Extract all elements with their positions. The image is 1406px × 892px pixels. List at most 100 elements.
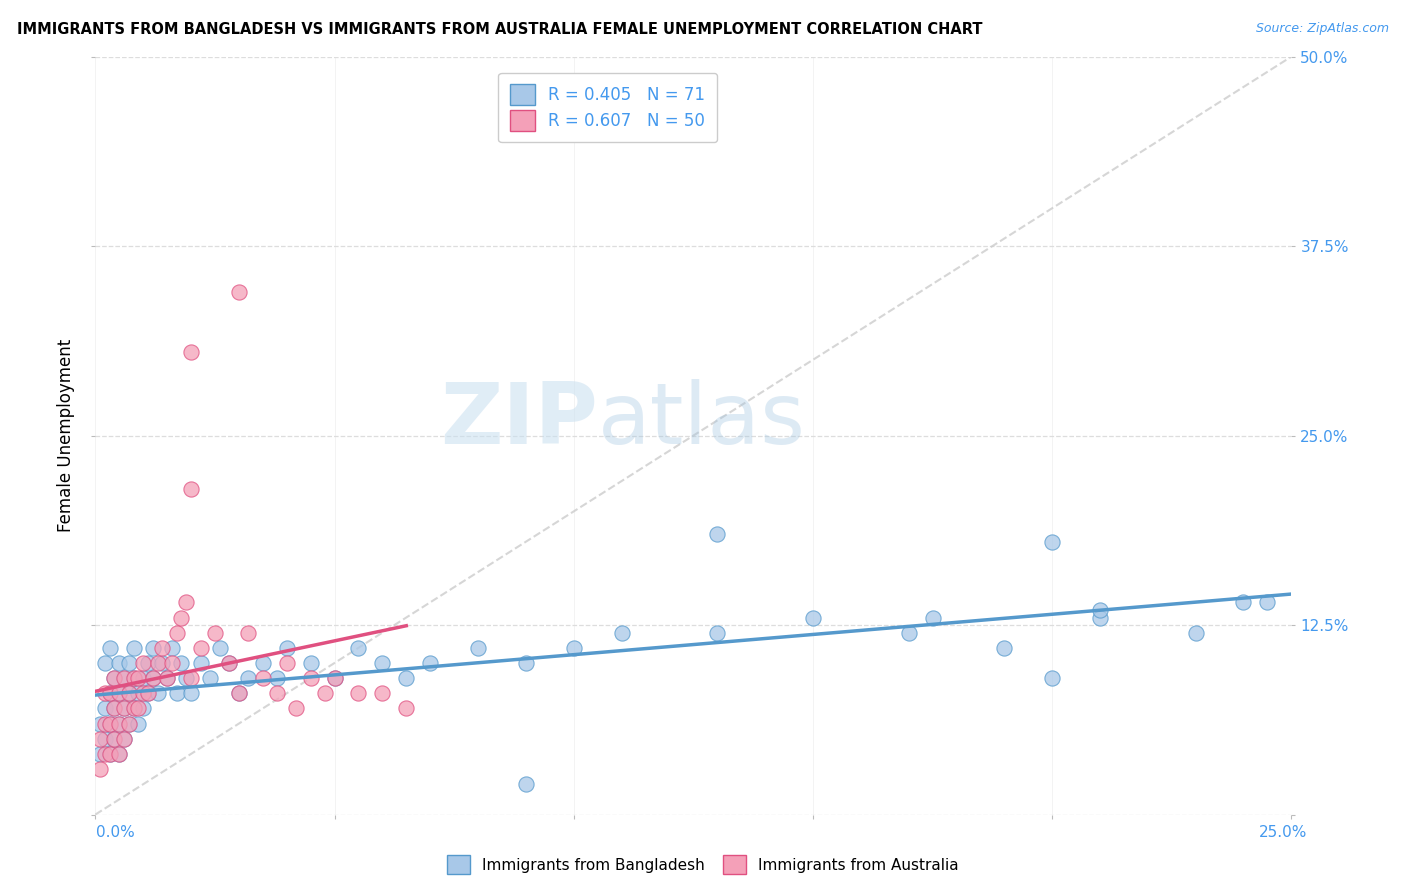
Point <box>1088 603 1111 617</box>
Point <box>395 671 418 685</box>
Point <box>208 640 231 655</box>
Point <box>118 686 141 700</box>
Point <box>150 656 173 670</box>
Point <box>285 701 308 715</box>
Point <box>103 671 125 685</box>
Point <box>467 640 489 655</box>
Point <box>142 671 165 685</box>
Point <box>323 671 346 685</box>
Point <box>228 686 250 700</box>
Point <box>276 640 298 655</box>
Point <box>103 701 125 715</box>
Point <box>136 686 159 700</box>
Point <box>98 716 121 731</box>
Point <box>98 640 121 655</box>
Point <box>180 345 202 359</box>
Text: 25.0%: 25.0% <box>1260 825 1308 840</box>
Point <box>103 731 125 746</box>
Point <box>98 716 121 731</box>
Point <box>170 656 193 670</box>
Point <box>371 686 394 700</box>
Point <box>112 731 135 746</box>
Point <box>562 640 585 655</box>
Point <box>204 625 226 640</box>
Point <box>1184 625 1206 640</box>
Point <box>94 731 117 746</box>
Point <box>89 762 111 776</box>
Text: Source: ZipAtlas.com: Source: ZipAtlas.com <box>1256 22 1389 36</box>
Point <box>190 656 212 670</box>
Point <box>993 640 1015 655</box>
Point <box>142 640 165 655</box>
Point <box>108 747 131 761</box>
Legend: Immigrants from Bangladesh, Immigrants from Australia: Immigrants from Bangladesh, Immigrants f… <box>441 849 965 880</box>
Point <box>112 671 135 685</box>
Point <box>122 640 145 655</box>
Point <box>160 656 183 670</box>
Point <box>98 747 121 761</box>
Point <box>146 656 169 670</box>
Point <box>266 686 288 700</box>
Point <box>94 716 117 731</box>
Point <box>89 716 111 731</box>
Point <box>132 686 155 700</box>
Point <box>515 656 537 670</box>
Point <box>706 527 728 541</box>
Point <box>98 747 121 761</box>
Point <box>118 656 141 670</box>
Point <box>1256 595 1278 609</box>
Point <box>921 610 943 624</box>
Point <box>94 686 117 700</box>
Point <box>180 686 202 700</box>
Point <box>395 701 418 715</box>
Point <box>1040 671 1063 685</box>
Point <box>112 701 135 715</box>
Point <box>127 716 149 731</box>
Point <box>94 656 117 670</box>
Point <box>112 671 135 685</box>
Point <box>238 625 260 640</box>
Point <box>94 701 117 715</box>
Point <box>198 671 221 685</box>
Text: IMMIGRANTS FROM BANGLADESH VS IMMIGRANTS FROM AUSTRALIA FEMALE UNEMPLOYMENT CORR: IMMIGRANTS FROM BANGLADESH VS IMMIGRANTS… <box>17 22 983 37</box>
Text: atlas: atlas <box>598 379 806 462</box>
Point <box>323 671 346 685</box>
Point <box>108 656 131 670</box>
Point <box>166 625 188 640</box>
Point <box>238 671 260 685</box>
Point <box>108 686 131 700</box>
Point <box>314 686 336 700</box>
Point <box>174 671 197 685</box>
Point <box>103 701 125 715</box>
Point <box>218 656 240 670</box>
Point <box>89 731 111 746</box>
Text: 0.0%: 0.0% <box>96 825 135 840</box>
Point <box>252 656 274 670</box>
Point <box>156 671 179 685</box>
Point <box>276 656 298 670</box>
Point <box>150 640 173 655</box>
Point <box>89 747 111 761</box>
Point <box>160 640 183 655</box>
Point <box>122 701 145 715</box>
Legend: R = 0.405   N = 71, R = 0.607   N = 50: R = 0.405 N = 71, R = 0.607 N = 50 <box>498 72 717 143</box>
Point <box>136 686 159 700</box>
Point <box>228 285 250 299</box>
Point <box>1303 595 1326 609</box>
Point <box>112 701 135 715</box>
Point <box>127 671 149 685</box>
Point <box>118 716 141 731</box>
Point <box>136 656 159 670</box>
Point <box>897 625 920 640</box>
Point <box>347 640 370 655</box>
Point <box>118 686 141 700</box>
Point <box>127 701 149 715</box>
Point <box>98 686 121 700</box>
Point <box>122 671 145 685</box>
Text: ZIP: ZIP <box>440 379 598 462</box>
Point <box>132 656 155 670</box>
Point <box>108 716 131 731</box>
Point <box>515 777 537 791</box>
Point <box>156 671 179 685</box>
Point <box>94 747 117 761</box>
